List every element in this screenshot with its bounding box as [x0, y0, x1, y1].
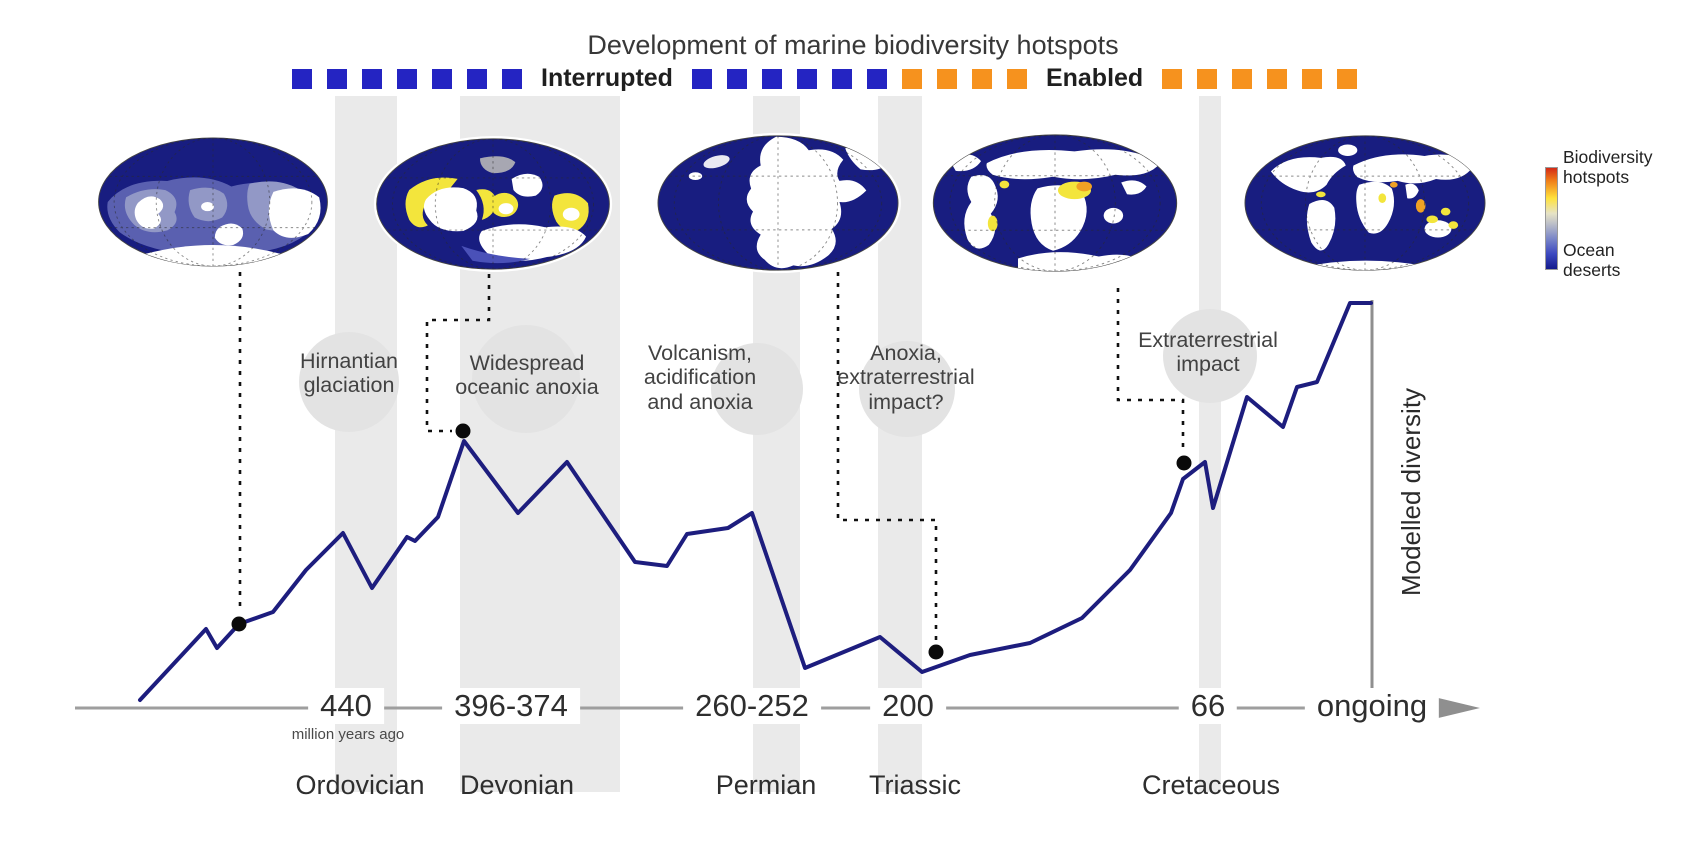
- timeline-arrow-icon: [1430, 696, 1480, 720]
- event-label-anoxia-impact: Anoxia, extraterrestrial impact?: [837, 341, 975, 414]
- event-marker-2: [455, 423, 471, 439]
- period-permian: Permian: [715, 770, 817, 800]
- interrupted-square-icon: [327, 68, 347, 89]
- interrupted-square-icon: [761, 68, 782, 89]
- tick-396-374: 396-374: [442, 688, 580, 724]
- enabled-square-icon: [1267, 68, 1288, 89]
- landmasses: [947, 149, 1161, 272]
- interrupted-square-icon: [292, 68, 312, 89]
- map-connector-4: [1116, 288, 1185, 451]
- enabled-square-icon: [1197, 68, 1218, 89]
- paleomap-permian-pangaea: [649, 131, 907, 275]
- interrupted-square-icon: [432, 68, 452, 89]
- interrupted-square-icon: [866, 68, 887, 89]
- event-circle-anoxia-triassic: [859, 341, 955, 437]
- map-connector-3: [836, 272, 938, 641]
- figure-title: Development of marine biodiversity hotsp…: [587, 30, 1119, 60]
- axis-unit-label: million years ago: [291, 726, 405, 743]
- paleomap-devonian: [372, 133, 614, 275]
- interrupted-square-icon: [726, 68, 747, 89]
- interrupted-square-icon: [691, 68, 712, 89]
- period-cretaceous: Cretaceous: [1141, 770, 1281, 800]
- period-triassic: Triassic: [869, 770, 961, 800]
- event-circle-hirnantian: [299, 332, 399, 432]
- event-circle-volcanism: [711, 343, 803, 435]
- enabled-square-icon: [901, 68, 922, 89]
- graticule: [933, 134, 1177, 272]
- event-label-oceanic-anoxia: Widespread oceanic anoxia: [455, 351, 599, 400]
- time-band-cretaceous: [1199, 96, 1221, 792]
- event-label-hirnantian: Hirnantian glaciation: [300, 349, 398, 398]
- graticule: [98, 137, 328, 267]
- colorbar-bottom-label: Ocean deserts: [1563, 240, 1621, 280]
- landmasses: [107, 177, 321, 267]
- interrupted-square-icon: [362, 68, 382, 89]
- period-ordovician: Ordovician: [295, 770, 425, 800]
- landmasses: [1270, 144, 1473, 271]
- enabled-square-icon: [1302, 68, 1323, 89]
- paleomap-modern: [1234, 131, 1496, 275]
- tick-200: 200: [870, 688, 946, 724]
- graticule: [658, 135, 898, 271]
- tick-66: 66: [1178, 688, 1238, 724]
- enabled-square-icon: [1337, 68, 1358, 89]
- enabled-square-icon: [971, 68, 992, 89]
- event-marker-3: [928, 644, 944, 660]
- colorbar-top-label: Biodiversity hotspots: [1563, 147, 1653, 187]
- modelled-diversity-curve: [138, 301, 1373, 702]
- event-marker-1: [231, 616, 247, 632]
- enabled-square-icon: [1162, 68, 1183, 89]
- interrupted-square-icon: [397, 68, 417, 89]
- tick-ongoing: ongoing: [1304, 688, 1440, 724]
- graticule: [1245, 135, 1485, 271]
- tick-440: 440: [308, 688, 384, 724]
- interrupted-label: Interrupted: [541, 64, 673, 92]
- event-circle-anoxia-devonian: [472, 325, 580, 433]
- event-label-volcanism: Volcanism, acidification and anoxia: [643, 341, 757, 414]
- enabled-square-icon: [936, 68, 957, 89]
- landmasses: [405, 156, 589, 264]
- interrupted-square-icon: [502, 68, 522, 89]
- graticule: [376, 138, 610, 270]
- event-circle-impact: [1163, 309, 1257, 403]
- hotspot-development-legend: Interrupted Enabled: [292, 64, 1358, 93]
- tick-260-252: 260-252: [683, 688, 821, 724]
- enabled-label: Enabled: [1045, 64, 1144, 92]
- event-label-extraterrestrial: Extraterrestrial impact: [1138, 328, 1278, 377]
- paleomap-ordovician: [94, 132, 332, 272]
- paleomap-cretaceous: [924, 130, 1186, 276]
- event-marker-4: [1176, 455, 1192, 471]
- enabled-square-icon: [1006, 68, 1027, 89]
- interrupted-square-icon: [831, 68, 852, 89]
- period-devonian: Devonian: [459, 770, 575, 800]
- enabled-square-icon: [1232, 68, 1253, 89]
- y-axis-label: Modelled diversity: [1396, 387, 1426, 597]
- interrupted-square-icon: [467, 68, 487, 89]
- interrupted-square-icon: [796, 68, 817, 89]
- colorbar: [1545, 167, 1558, 270]
